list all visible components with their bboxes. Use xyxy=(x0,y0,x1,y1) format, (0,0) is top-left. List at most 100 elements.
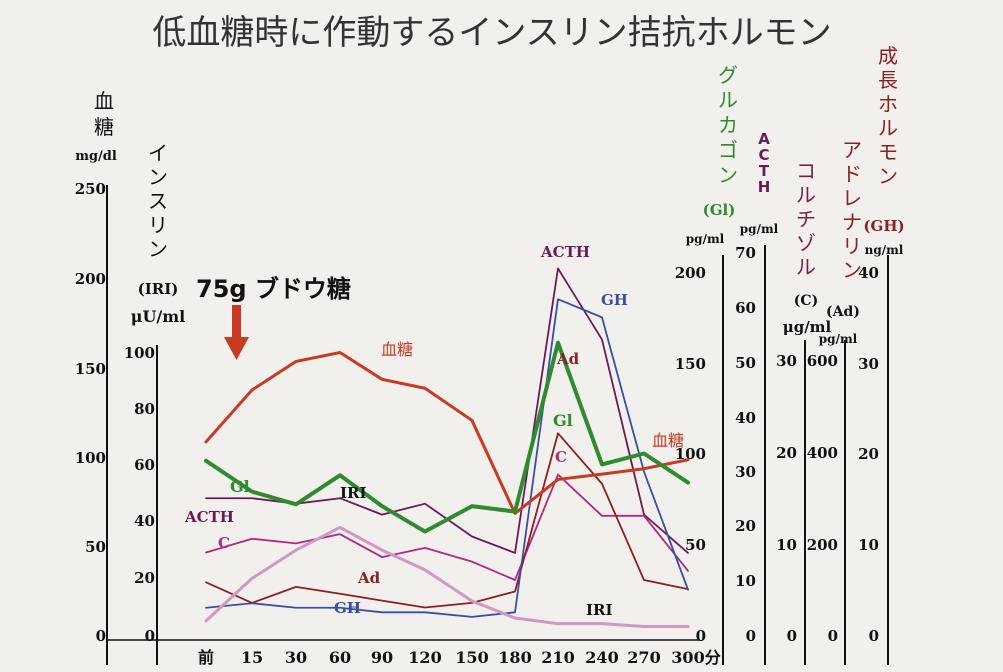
tick-label-glucose: 100 xyxy=(75,449,106,467)
axis-title-glucose: 血糖 xyxy=(94,89,114,139)
tick-label-insulin: 80 xyxy=(134,400,155,418)
series-acth xyxy=(205,267,689,554)
x-tick-label: 90 xyxy=(371,648,393,667)
tick-label-cortisol: 10 xyxy=(776,536,797,554)
svg-text:ゾ: ゾ xyxy=(796,231,816,255)
tick-label-acth: 60 xyxy=(735,299,756,317)
tick-label-adrenaline: 400 xyxy=(807,444,838,462)
svg-text:ゴ: ゴ xyxy=(718,138,738,162)
svg-text:ン: ン xyxy=(878,164,898,188)
svg-text:グ: グ xyxy=(718,63,738,87)
series-line-insulin xyxy=(204,525,690,629)
svg-text:ル: ル xyxy=(796,255,816,279)
svg-text:A: A xyxy=(758,130,770,148)
svg-text:長: 長 xyxy=(878,68,898,92)
series-glucose xyxy=(204,350,690,515)
series-label-acth-2: ACTH xyxy=(540,243,590,261)
tick-label-cortisol: 30 xyxy=(776,352,797,370)
tick-label-glucagon: 200 xyxy=(675,264,706,282)
svg-text:ル: ル xyxy=(796,183,816,207)
tick-label-insulin: 60 xyxy=(134,456,155,474)
x-tick-label: 前 xyxy=(198,648,214,667)
svg-text:ン: ン xyxy=(718,163,738,187)
tick-label-adrenaline: 200 xyxy=(807,536,838,554)
svg-text:ル: ル xyxy=(878,116,898,140)
series-label-gh-2: GH xyxy=(601,291,628,309)
series-label-acth: ACTH xyxy=(184,508,234,526)
axis-sub-glucagon: (Gl) xyxy=(703,201,736,219)
svg-text:リ: リ xyxy=(842,234,862,258)
axis-unit-gh: ng/ml xyxy=(865,243,904,257)
tick-label-glucose: 250 xyxy=(75,180,106,198)
tick-label-gh: 30 xyxy=(858,355,879,373)
series-line-glucose xyxy=(204,350,690,515)
svg-text:カ: カ xyxy=(718,113,738,137)
axis-sub-cortisol: (C) xyxy=(794,293,818,309)
series-glucagon xyxy=(204,340,690,534)
series-layer xyxy=(204,267,690,629)
chart-title: 低血糖時に作動するインスリン拮抗ホルモン xyxy=(152,13,831,53)
axis-sub-adrenaline: (Ad) xyxy=(826,304,860,320)
annotation-label: 75g ブドウ糖 xyxy=(196,275,351,303)
tick-label-glucagon: 0 xyxy=(696,627,706,645)
tick-label-glucagon: 50 xyxy=(685,536,706,554)
series-cortisol xyxy=(205,473,689,581)
tick-label-acth: 20 xyxy=(735,517,756,535)
axis-unit-acth: pg/ml xyxy=(740,222,779,236)
series-label-adrenaline: Ad xyxy=(357,569,381,587)
svg-text:レ: レ xyxy=(842,186,862,210)
tick-label-adrenaline: 600 xyxy=(807,352,838,370)
tick-label-glucose: 0 xyxy=(96,627,106,645)
axis-unit-insulin: μU/ml xyxy=(131,307,186,326)
svg-text:ド: ド xyxy=(842,162,862,186)
axis-unit-adrenaline: pg/ml xyxy=(819,332,858,346)
x-tick-label: 15 xyxy=(241,648,263,667)
tick-label-glucose: 50 xyxy=(85,538,106,556)
svg-text:C: C xyxy=(758,146,769,164)
axis-sub-gh: (GH) xyxy=(863,217,904,235)
svg-text:チ: チ xyxy=(796,207,816,231)
svg-text:ン: ン xyxy=(842,258,862,282)
tick-label-gh: 0 xyxy=(869,627,879,645)
x-axis: 前 15 30 60 90 120 150 180 210 240 270 300分 xyxy=(108,639,721,667)
axis-sub-insulin: (IRI) xyxy=(138,280,179,298)
svg-text:ル: ル xyxy=(718,88,738,112)
svg-text:ア: ア xyxy=(842,138,862,162)
tick-label-gh: 40 xyxy=(858,264,879,282)
tick-label-insulin: 40 xyxy=(134,512,155,530)
svg-text:H: H xyxy=(758,178,771,196)
tick-label-glucagon: 150 xyxy=(675,355,706,373)
tick-label-adrenaline: 0 xyxy=(828,627,838,645)
svg-text:イ: イ xyxy=(148,141,168,165)
axis-unit-glucose: mg/dl xyxy=(75,149,117,164)
tick-label-glucose: 150 xyxy=(75,360,106,378)
series-label-gh: GH xyxy=(334,599,361,617)
tick-label-acth: 30 xyxy=(735,463,756,481)
x-tick-label: 270 xyxy=(627,648,660,667)
tick-label-gh: 20 xyxy=(858,445,879,463)
series-label-glucagon-2: Gl xyxy=(553,411,573,430)
series-label-adrenaline-2: Ad xyxy=(556,350,580,368)
svg-text:コ: コ xyxy=(796,159,816,183)
x-tick-label: 240 xyxy=(585,648,618,667)
tick-label-glucagon: 100 xyxy=(675,445,706,463)
tick-label-gh: 10 xyxy=(858,536,879,554)
tick-label-cortisol: 20 xyxy=(776,444,797,462)
series-line-adrenaline xyxy=(205,432,689,609)
series-line-cortisol xyxy=(205,473,689,581)
x-tick-label: 300分 xyxy=(671,648,720,667)
svg-text:成: 成 xyxy=(878,44,898,68)
axis-title-insulin: インスリン xyxy=(148,141,168,261)
svg-text:ン: ン xyxy=(148,165,168,189)
svg-text:糖: 糖 xyxy=(94,115,114,139)
x-tick-label: 60 xyxy=(329,648,351,667)
tick-label-insulin: 20 xyxy=(134,569,155,587)
tick-label-acth: 70 xyxy=(735,244,756,262)
tick-label-insulin: 0 xyxy=(145,627,155,645)
svg-text:ス: ス xyxy=(148,189,168,213)
